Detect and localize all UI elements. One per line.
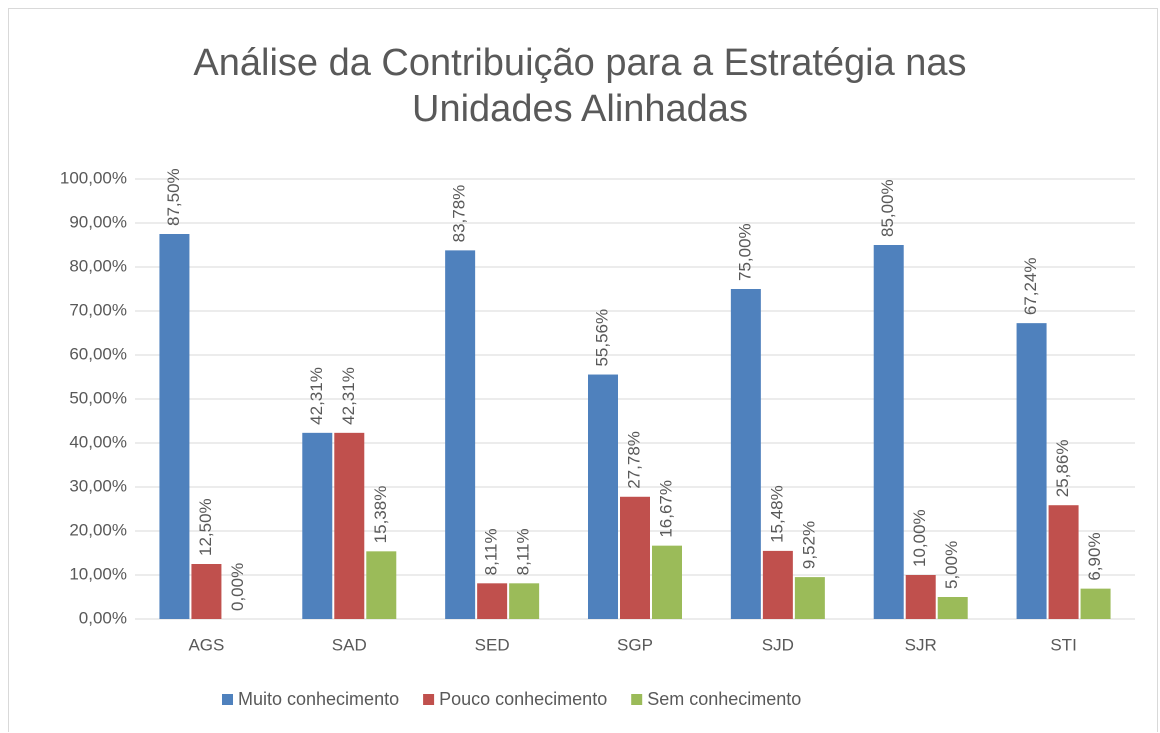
bar: [1048, 505, 1079, 619]
y-tick-label: 100,00%: [60, 168, 127, 187]
y-tick-label: 10,00%: [69, 564, 127, 583]
data-label: 15,48%: [767, 485, 786, 543]
bar: [794, 577, 825, 619]
bar: [509, 583, 540, 619]
y-tick-label: 40,00%: [69, 432, 127, 451]
bar: [477, 583, 508, 619]
y-tick-label: 20,00%: [69, 520, 127, 539]
data-label: 25,86%: [1053, 440, 1072, 498]
bar: [873, 245, 904, 619]
chart-frame: [8, 8, 1158, 732]
data-label: 27,78%: [624, 431, 643, 489]
data-label: 75,00%: [735, 223, 754, 281]
data-label: 8,11%: [514, 528, 533, 575]
data-label: 67,24%: [1021, 257, 1040, 315]
y-tick-label: 90,00%: [69, 212, 127, 231]
bar: [652, 545, 682, 619]
legend-label: Pouco conhecimento: [439, 689, 607, 709]
data-label: 6,90%: [1085, 532, 1104, 580]
x-tick-label: SJD: [762, 635, 794, 654]
y-tick-label: 0,00%: [79, 608, 127, 627]
bar: [730, 289, 761, 619]
chart-title: Análise da Contribuição para a Estratégi…: [193, 42, 967, 130]
bar: [159, 234, 190, 619]
data-label: 42,31%: [307, 367, 326, 425]
legend-swatch: [222, 694, 233, 705]
data-label: 55,56%: [592, 309, 611, 367]
data-label: 42,31%: [339, 367, 358, 425]
legend-swatch: [423, 694, 435, 705]
legend-label: Sem conhecimento: [647, 689, 801, 709]
bar: [1080, 588, 1111, 619]
bar: [937, 597, 968, 619]
data-label: 87,50%: [164, 168, 183, 226]
bar: [334, 432, 365, 619]
data-label: 83,78%: [450, 185, 469, 243]
y-tick-label: 50,00%: [69, 388, 127, 407]
x-tick-label: SJR: [905, 635, 937, 654]
y-tick-label: 80,00%: [69, 256, 127, 275]
data-label: 8,11%: [482, 528, 501, 575]
y-tick-label: 70,00%: [69, 300, 127, 319]
y-tick-label: 60,00%: [69, 344, 127, 363]
data-label: 12,50%: [196, 498, 215, 556]
x-tick-label: AGS: [188, 635, 224, 654]
bar: [905, 575, 936, 619]
data-label: 5,00%: [942, 541, 961, 589]
bar: [620, 496, 650, 619]
bar: [191, 564, 222, 619]
data-label: 0,00%: [228, 563, 247, 611]
bar: [302, 432, 333, 619]
data-label: 16,67%: [656, 480, 675, 538]
bar: [445, 250, 476, 620]
legend-label: Muito conhecimento: [238, 689, 399, 709]
bar: [366, 551, 397, 619]
bar: [1016, 323, 1047, 619]
x-tick-label: SAD: [332, 635, 367, 654]
data-label: 10,00%: [910, 509, 929, 567]
bar: [588, 374, 618, 619]
x-tick-label: SGP: [617, 635, 653, 654]
y-tick-label: 30,00%: [69, 476, 127, 495]
bar: [762, 550, 793, 619]
x-tick-label: SED: [475, 635, 510, 654]
x-tick-label: STI: [1050, 635, 1076, 654]
data-label: 9,52%: [799, 521, 818, 569]
legend-swatch: [631, 694, 643, 705]
data-label: 85,00%: [878, 179, 897, 237]
data-label: 15,38%: [371, 486, 390, 544]
